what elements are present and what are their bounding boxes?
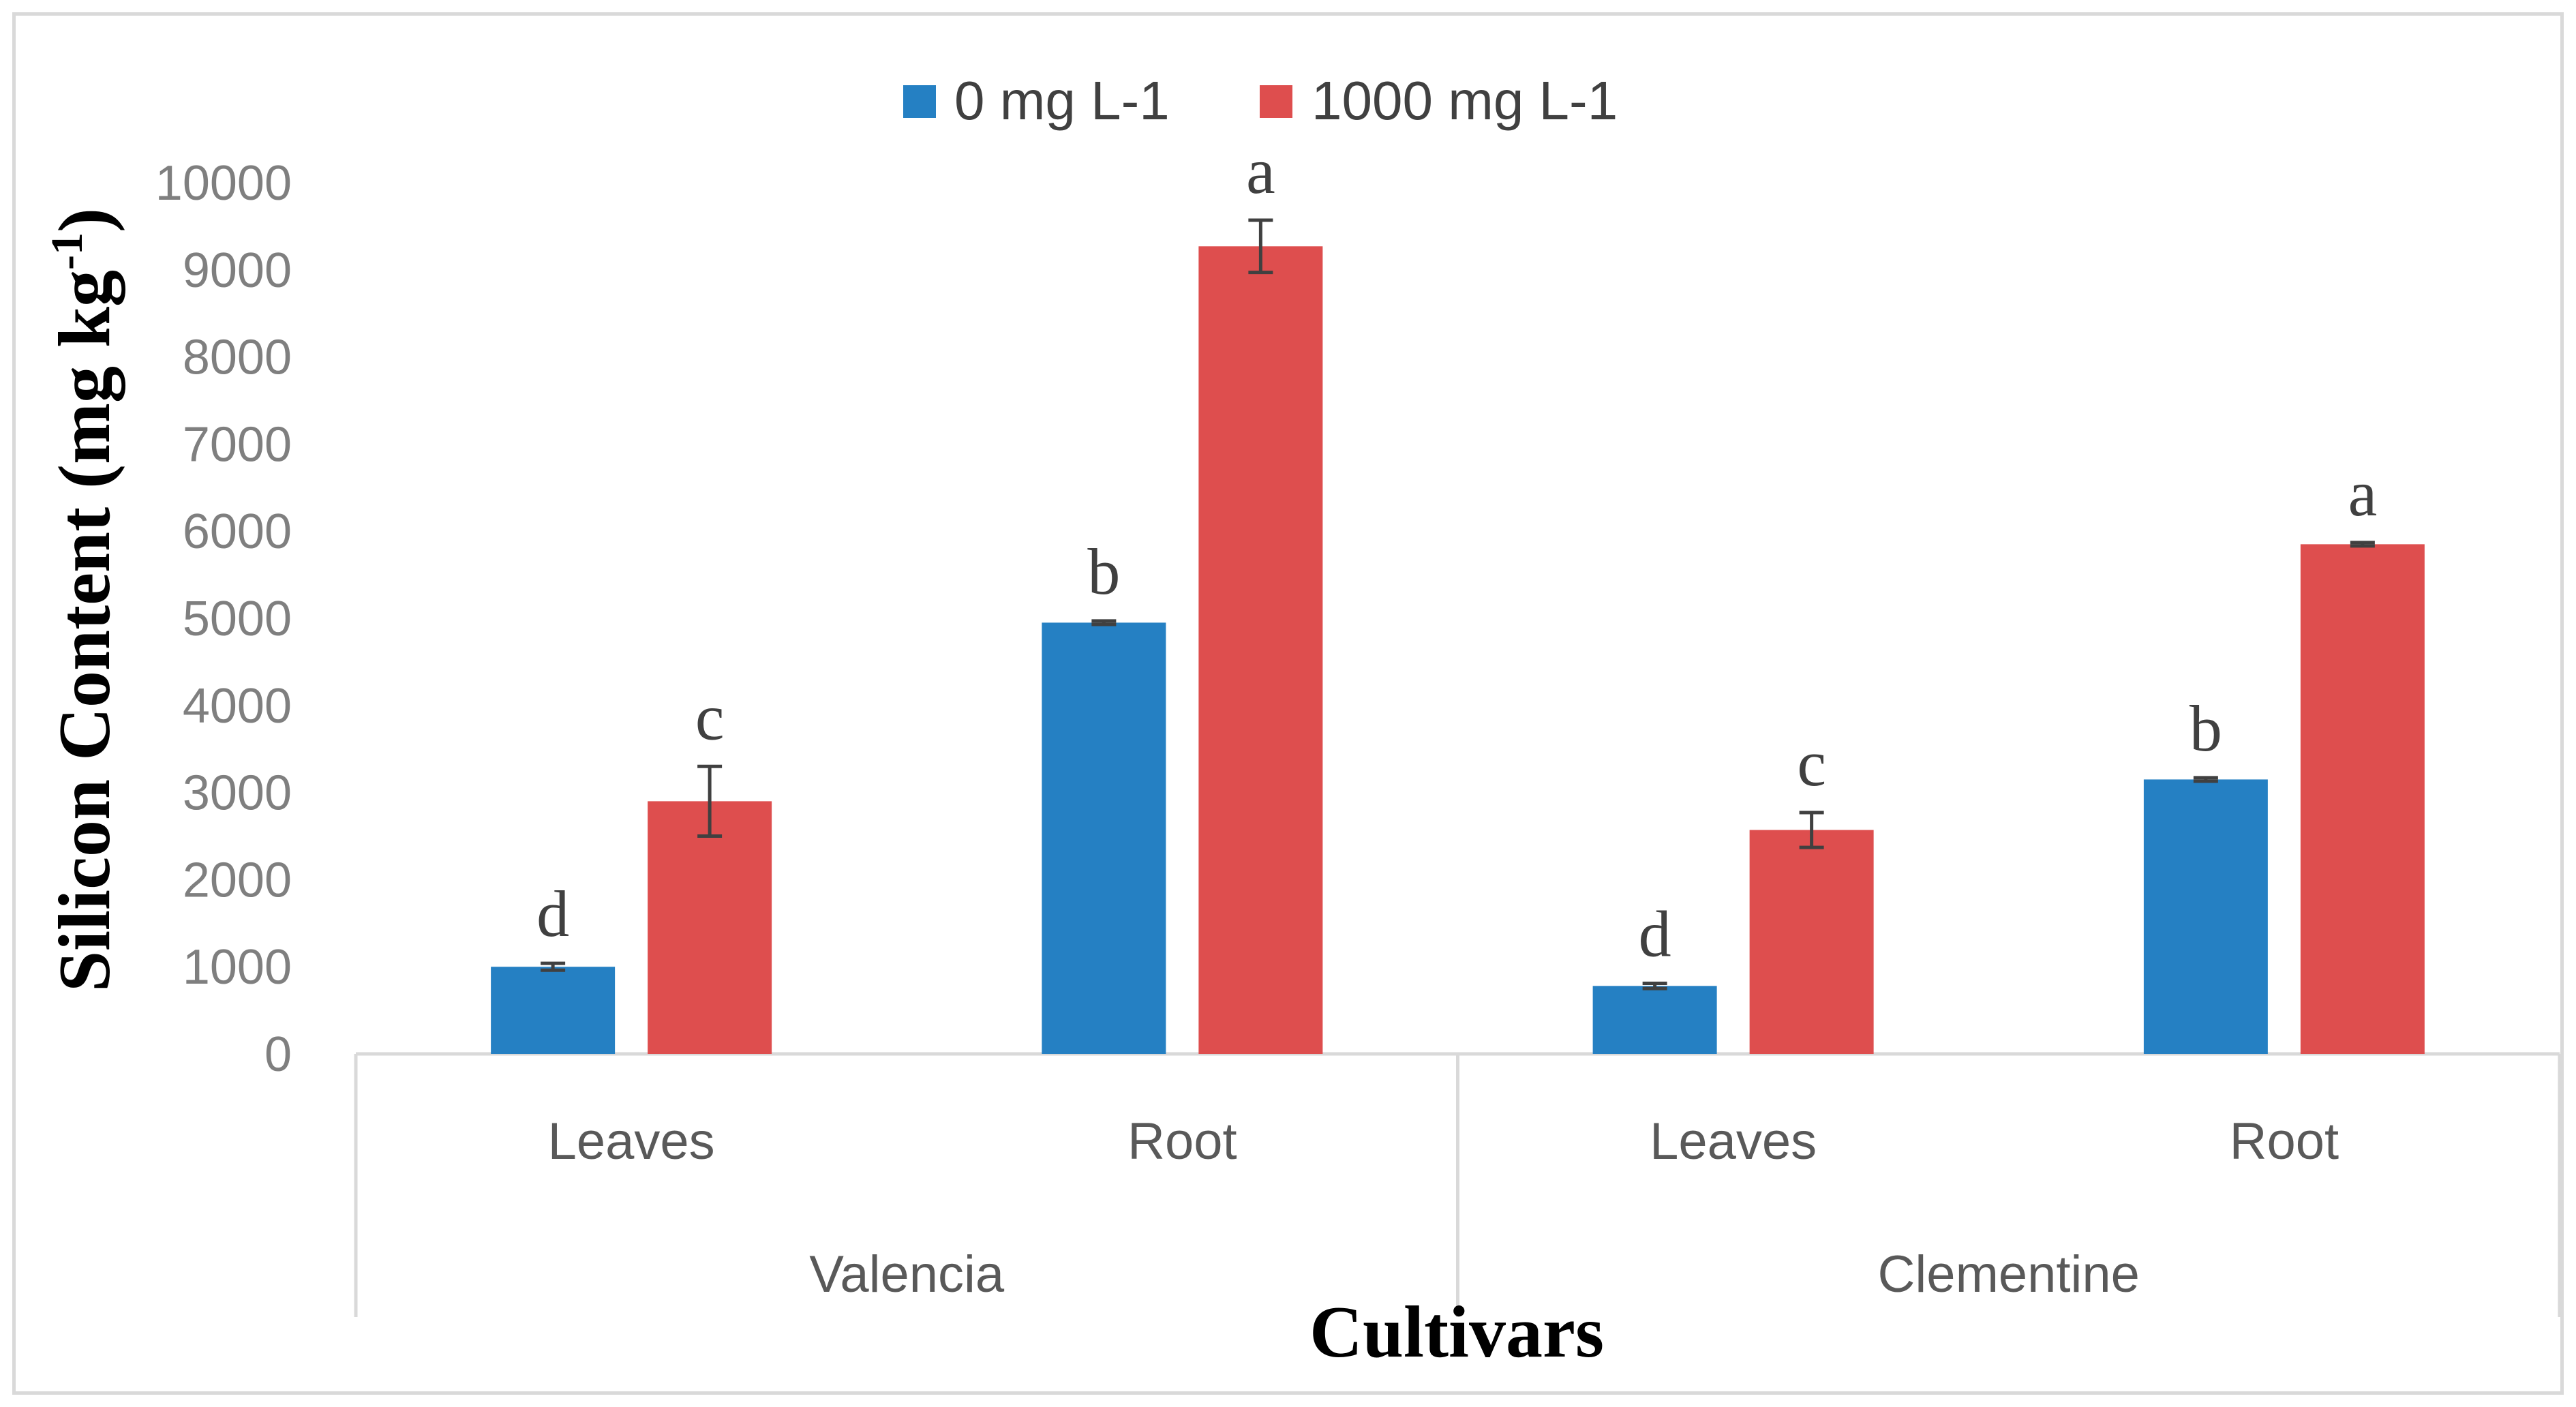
legend-label-series-1: 1000 mg L-1: [1312, 70, 1618, 131]
significance-letter: c: [1797, 727, 1826, 800]
bar: [1592, 986, 1717, 1054]
y-tick-label: 5000: [183, 592, 292, 646]
y-tick-label: 7000: [183, 417, 292, 472]
y-tick-label: 6000: [183, 504, 292, 559]
y-axis-title-close: ): [44, 208, 125, 232]
bar: [1198, 246, 1323, 1055]
legend-swatch-series-0: [903, 85, 936, 118]
y-tick-label: 2000: [183, 853, 292, 907]
group-labels: Valencia Clementine: [809, 1245, 2140, 1303]
significance-letter: b: [1087, 535, 1120, 608]
category-label: Leaves: [548, 1113, 715, 1170]
bar: [2143, 779, 2268, 1054]
bar: [2300, 544, 2425, 1054]
significance-letter: b: [2189, 692, 2222, 765]
category-label: Leaves: [1650, 1113, 1817, 1170]
y-tick-label: 10000: [155, 156, 292, 211]
bar: [1042, 622, 1166, 1054]
x-axis-title: Cultivars: [1309, 1292, 1604, 1373]
bar: [491, 967, 616, 1054]
category-label: Root: [1127, 1113, 1237, 1170]
legend-swatch-series-1: [1260, 85, 1292, 118]
y-tick-labels: 0 1000 2000 3000 4000 5000 6000 7000 8000 9000 100…: [155, 156, 292, 1082]
category-labels: Leaves Root Leaves Root: [548, 1113, 2339, 1170]
significance-letters: d c b a d c b a: [536, 134, 2377, 971]
significance-letter: a: [2348, 457, 2378, 530]
y-axis-title: Silicon Content (mg kg-1): [42, 208, 125, 992]
significance-letter: a: [1246, 134, 1275, 207]
category-label: Root: [2230, 1113, 2339, 1170]
significance-letter: d: [536, 877, 569, 950]
y-axis-title-main: Silicon Content (mg kg: [44, 270, 125, 992]
group-label: Valencia: [809, 1245, 1005, 1303]
group-label: Clementine: [1878, 1245, 2140, 1303]
legend: 0 mg L-1 1000 mg L-1: [903, 70, 1618, 131]
y-tick-label: 0: [264, 1027, 292, 1082]
y-tick-label: 8000: [183, 331, 292, 385]
bar: [648, 801, 772, 1054]
y-tick-label: 4000: [183, 679, 292, 733]
y-tick-label: 1000: [183, 940, 292, 995]
y-axis-title-superscript: -1: [42, 232, 92, 270]
y-tick-label: 9000: [183, 243, 292, 298]
significance-letter: d: [1639, 897, 1671, 970]
axes: [354, 1052, 2562, 1317]
legend-label-series-0: 0 mg L-1: [954, 70, 1170, 131]
bars: [491, 246, 2425, 1055]
y-tick-label: 3000: [183, 766, 292, 821]
error-bars: [541, 218, 2375, 990]
chart-frame: [12, 12, 2564, 1395]
significance-letter: c: [695, 680, 725, 753]
bar: [1749, 830, 1874, 1054]
